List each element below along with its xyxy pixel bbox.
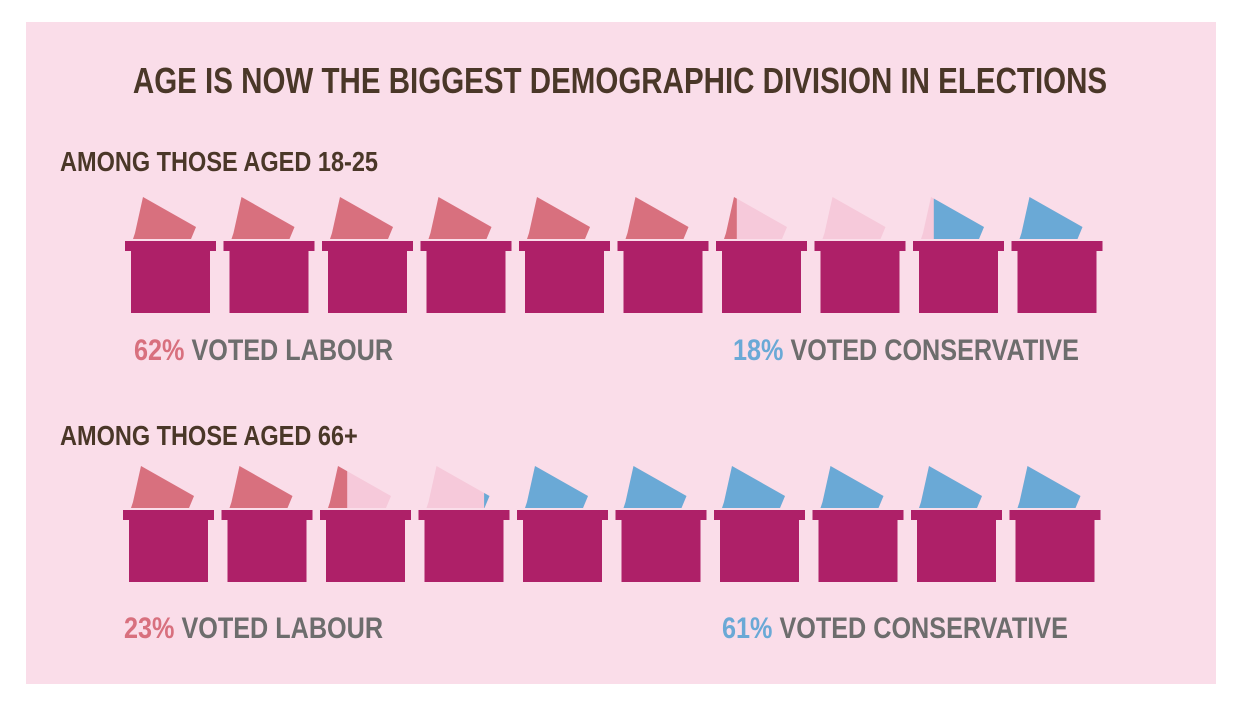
conservative-result-text: VOTED CONSERVATIVE	[779, 612, 1068, 645]
conservative-result-66-plus: 61% VOTED CONSERVATIVE	[722, 612, 1068, 646]
ballot-box-body	[129, 520, 208, 582]
labour-vote-fill	[231, 197, 295, 239]
labour-percent: 62%	[134, 334, 185, 367]
conservative-vote-fill	[623, 466, 687, 508]
ballot-box-icon	[615, 466, 707, 582]
ballot-box-body	[227, 520, 307, 582]
ballot-box-icon	[125, 197, 216, 313]
labour-vote-fill	[724, 197, 737, 239]
ballot-box-body	[1017, 251, 1097, 313]
conservative-result-text: VOTED CONSERVATIVE	[790, 334, 1079, 367]
labour-vote-fill	[229, 466, 293, 508]
ballot-box-body	[720, 520, 799, 582]
conservative-vote-fill	[820, 466, 884, 508]
ballot-box-lid	[714, 510, 805, 520]
conservative-vote-fill	[1019, 197, 1083, 239]
ballot-box-lid	[1009, 510, 1101, 520]
ballot-box-icon	[1009, 466, 1101, 582]
ballot-box-icon	[221, 466, 313, 582]
ballot-box-icon	[420, 197, 512, 313]
ballot-box-icon	[814, 197, 906, 313]
conservative-vote-fill	[933, 198, 984, 239]
ballot-box-lid	[320, 510, 411, 520]
ballot-box-icon	[913, 197, 1004, 313]
ballot-paper	[426, 466, 490, 508]
labour-result-66-plus: 23% VOTED LABOUR	[124, 612, 383, 646]
ballot-box-icon	[123, 466, 214, 582]
labour-result-text: VOTED LABOUR	[191, 334, 394, 367]
ballot-box-icon	[716, 197, 807, 313]
ballot-box-icon	[714, 466, 805, 582]
ballot-box-body	[426, 251, 506, 313]
ballot-box-icon	[517, 466, 608, 582]
ballot-box-lid	[812, 510, 904, 520]
labour-vote-fill	[330, 197, 393, 239]
ballot-paper	[724, 197, 787, 239]
ballot-box-icon	[812, 466, 904, 582]
conservative-vote-fill	[525, 466, 588, 508]
conservative-percent: 61%	[722, 612, 773, 645]
labour-vote-fill	[527, 197, 590, 239]
ballot-box-body	[820, 251, 900, 313]
ballot-box-lid	[221, 510, 313, 520]
conservative-result-18-25: 18% VOTED CONSERVATIVE	[733, 334, 1079, 368]
ballot-box-lid	[420, 241, 512, 251]
ballot-box-icon	[911, 466, 1002, 582]
conservative-vote-fill	[919, 466, 982, 508]
ballot-box-lid	[814, 241, 906, 251]
ballot-box-lid	[617, 241, 709, 251]
ballot-box-lid	[517, 510, 608, 520]
ballot-box-lid	[519, 241, 610, 251]
conservative-percent: 18%	[733, 334, 784, 367]
ballot-box-icon	[223, 197, 315, 313]
ballot-box-lid	[125, 241, 216, 251]
labour-result-18-25: 62% VOTED LABOUR	[134, 334, 393, 368]
ballot-box-body	[919, 251, 998, 313]
ballot-box-lid	[615, 510, 707, 520]
ballot-box-body	[523, 520, 602, 582]
ballot-box-icon	[519, 197, 610, 313]
ballot-box-lid	[123, 510, 214, 520]
labour-vote-fill	[625, 197, 689, 239]
ballot-box-body	[621, 520, 701, 582]
ballot-box-icon	[418, 466, 510, 582]
ballot-box-body	[623, 251, 703, 313]
ballot-box-lid	[223, 241, 315, 251]
ballot-box-lid	[913, 241, 1004, 251]
ballot-box-icon	[1011, 197, 1103, 313]
conservative-vote-fill	[484, 492, 490, 508]
ballot-box-icon	[320, 466, 411, 582]
labour-vote-fill	[131, 466, 194, 508]
ballot-paper	[822, 197, 886, 239]
labour-vote-fill	[328, 466, 348, 508]
labour-percent: 23%	[124, 612, 175, 645]
conservative-vote-fill	[1017, 466, 1081, 508]
ballot-box-lid	[716, 241, 807, 251]
group-label-66-plus: AMONG THOSE AGED 66+	[60, 420, 358, 451]
ballot-box-lid	[911, 510, 1002, 520]
labour-result-text: VOTED LABOUR	[181, 612, 384, 645]
ballot-box-lid	[418, 510, 510, 520]
ballot-box-body	[229, 251, 309, 313]
ballot-box-body	[131, 251, 210, 313]
ballot-box-icon	[617, 197, 709, 313]
labour-vote-fill	[428, 197, 492, 239]
group-label-18-25: AMONG THOSE AGED 18-25	[60, 146, 379, 177]
ballot-box-lid	[322, 241, 413, 251]
ballot-box-lid	[1011, 241, 1103, 251]
ballot-box-body	[722, 251, 801, 313]
ballot-box-body	[424, 520, 504, 582]
ballot-box-body	[525, 251, 604, 313]
conservative-vote-fill	[722, 466, 785, 508]
ballot-box-body	[1015, 520, 1095, 582]
labour-vote-fill	[133, 197, 196, 239]
ballot-box-body	[818, 520, 898, 582]
ballot-box-body	[328, 251, 407, 313]
ballot-box-body	[326, 520, 405, 582]
ballot-box-icon	[322, 197, 413, 313]
ballot-box-body	[917, 520, 996, 582]
chart-title: AGE IS NOW THE BIGGEST DEMOGRAPHIC DIVIS…	[132, 60, 1108, 101]
